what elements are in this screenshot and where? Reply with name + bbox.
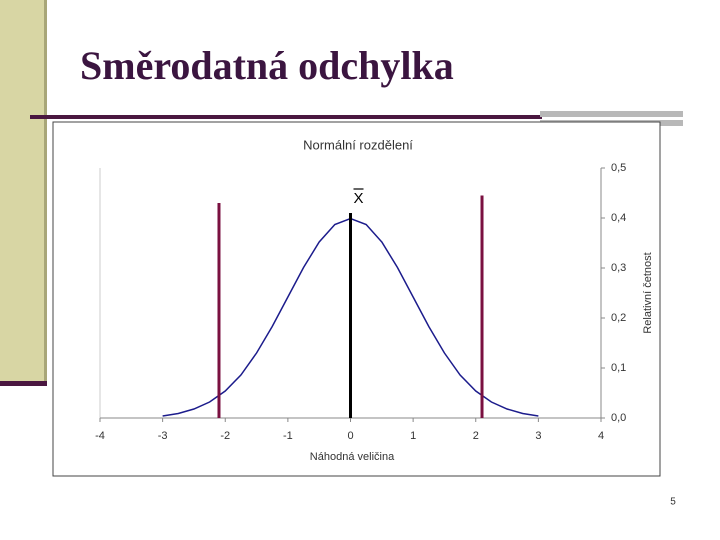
slide-title: Směrodatná odchylka — [80, 43, 454, 88]
y-tick-label: 0,0 — [611, 412, 626, 424]
title-rule-gray — [540, 111, 683, 117]
x-axis-label: Náhodná veličina — [310, 451, 395, 463]
y-tick-label: 0,2 — [611, 312, 626, 324]
x-tick-label: -4 — [95, 430, 105, 442]
side-bar — [0, 0, 47, 385]
y-tick-label: 0,4 — [611, 212, 626, 224]
y-tick-label: 0,3 — [611, 262, 626, 274]
x-tick-label: 3 — [535, 430, 541, 442]
page-number: 5 — [670, 497, 676, 508]
marker-label: X — [353, 190, 363, 207]
side-bar-foot — [0, 381, 47, 386]
side-bar-edge — [44, 0, 47, 385]
x-tick-label: -2 — [220, 430, 230, 442]
x-tick-label: -1 — [283, 430, 293, 442]
title-rule — [30, 115, 542, 119]
y-tick-label: 0,5 — [611, 162, 626, 174]
chart-title: Normální rozdělení — [303, 137, 413, 152]
x-tick-label: 1 — [410, 430, 416, 442]
y-axis-label: Relativní četnost — [642, 252, 654, 333]
chart-frame — [52, 121, 661, 477]
x-tick-label: 2 — [473, 430, 479, 442]
x-tick-label: -3 — [158, 430, 168, 442]
x-tick-label: 4 — [598, 430, 604, 442]
y-tick-label: 0,1 — [611, 362, 626, 374]
x-tick-label: 0 — [347, 430, 353, 442]
